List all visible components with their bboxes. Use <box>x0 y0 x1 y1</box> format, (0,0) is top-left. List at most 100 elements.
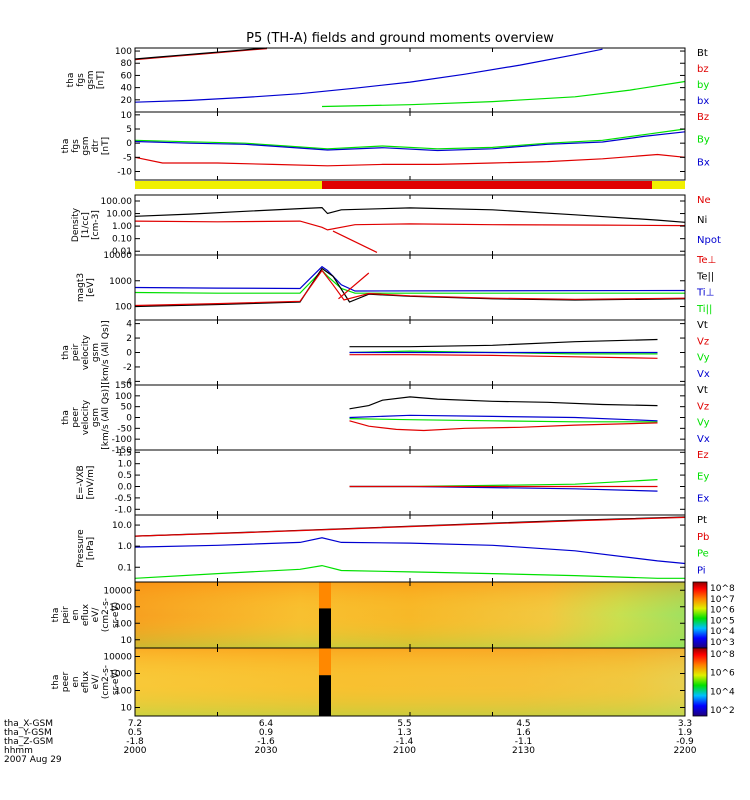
y-tick-label: 20 <box>121 96 133 106</box>
y-axis-label: Density <box>71 207 81 242</box>
y-axis-label: [nT] <box>101 137 111 155</box>
y-axis-label: [1/cc] <box>81 212 91 238</box>
y-tick-label: -150 <box>112 446 133 456</box>
panel-frame <box>134 47 686 113</box>
y-axis-label: en <box>71 676 81 687</box>
x-axis-value: -1.6 <box>257 737 275 747</box>
y-tick-label: -50 <box>117 424 132 434</box>
y-axis-label: [cm-3] <box>91 210 101 240</box>
y-tick-label: 1000 <box>109 277 132 287</box>
x-axis-value: 0.5 <box>128 728 142 738</box>
y-tick-label: 100.00 <box>101 197 133 207</box>
y-tick-label: 100 <box>115 687 132 697</box>
legend-entry: Pb <box>697 532 709 543</box>
y-tick-label: 100 <box>115 392 132 402</box>
y-tick-label: 1.0 <box>118 542 133 552</box>
panel-5: Vt Vz Vy Vx 4 2 0 -2 -4 tha peir velocity gsm [km/s (… <box>61 319 710 387</box>
legend-entry: Ey <box>697 472 709 483</box>
legend-entry: Vz <box>697 401 709 412</box>
legend-entry: Ti|| <box>696 304 712 315</box>
y-tick-label: -10 <box>117 168 132 178</box>
legend-entry: Npot <box>697 235 721 246</box>
legend-entry: Te⊥ <box>696 255 716 266</box>
y-axis-label: [nPa] <box>86 537 96 560</box>
y-axis-label: Pressure <box>76 529 86 568</box>
y-axis-label: tha <box>51 608 61 623</box>
series-line-1 <box>349 479 658 488</box>
legend-entry: by <box>697 80 709 91</box>
y-tick-label: 10 <box>121 704 133 714</box>
series-line-3 <box>134 153 686 167</box>
legend-entry: Vz <box>697 336 709 347</box>
legend-entry: Vy <box>697 353 710 364</box>
y-tick-label: 10000 <box>103 251 132 261</box>
legend-entry: Ex <box>697 493 709 504</box>
legend-entry: Ez <box>697 450 709 461</box>
y-tick-label: 50 <box>121 403 133 413</box>
panel-9: 10^810^710^610^510^410^3 10000 1000 100 10 th… <box>51 581 735 649</box>
y-tick-label: 10 <box>121 636 133 646</box>
colorbar-label: 10^6 <box>710 669 735 679</box>
y-axis-label: en <box>71 609 81 620</box>
colorbar-label: 10^4 <box>710 627 735 637</box>
x-axis-value: -1.1 <box>515 737 533 747</box>
colorbar-label: 10^8 <box>710 650 735 660</box>
legend-entry: Pi <box>697 565 706 576</box>
y-axis-label: velocity <box>81 399 91 435</box>
series-line-1 <box>349 338 658 348</box>
y-axis-label: [km/s (All Qs)] <box>101 385 111 449</box>
legend-entry: bx <box>697 96 709 107</box>
series-line-2 <box>134 131 686 152</box>
x-axis-value: 6.4 <box>259 719 274 729</box>
spectrogram-gap <box>319 608 331 648</box>
y-tick-label: 100 <box>115 303 132 313</box>
chart-title: P5 (TH-A) fields and ground moments over… <box>246 31 554 46</box>
y-tick-label: 10000 <box>103 586 132 596</box>
x-axis-value: 4.5 <box>516 719 530 729</box>
y-tick-label: 1.5 <box>118 448 132 458</box>
legend-entry: Vx <box>697 369 710 380</box>
y-axis-label: velocity <box>81 334 91 370</box>
x-axis-value: -1.8 <box>126 737 144 747</box>
series-line-1 <box>134 206 686 223</box>
colorbar-label: 10^6 <box>710 606 735 616</box>
y-tick-label: 10.00 <box>106 210 132 220</box>
y-tick-label: 10 <box>121 111 133 121</box>
y-axis-label: eV/ <box>91 607 101 623</box>
x-axis-value: 1.9 <box>678 728 693 738</box>
legend-entry: bz <box>697 64 709 75</box>
x-axis-value: 2100 <box>393 746 416 756</box>
legend-entry: Bx <box>697 157 710 168</box>
y-tick-label: 1000 <box>109 603 132 613</box>
colorbar-label: 10^8 <box>710 584 735 594</box>
y-tick-label: -0.5 <box>114 494 132 504</box>
y-tick-label: 0.5 <box>118 471 132 481</box>
series-line-4 <box>349 354 658 359</box>
spectrogram-gap-top <box>319 648 331 676</box>
colorbar-label: 10^2 <box>710 706 735 716</box>
y-axis-label: (cm2-s- <box>101 598 111 632</box>
x-axis-value: 7.2 <box>128 719 142 729</box>
x-axis-value: -0.9 <box>676 737 694 747</box>
x-axis-value: -1.4 <box>396 737 414 747</box>
x-axis-value: 3.3 <box>678 719 692 729</box>
series-line-2 <box>134 516 686 537</box>
legend-entry: By <box>697 135 710 146</box>
spectrogram-gradient <box>135 582 685 648</box>
y-axis-label: eflux <box>81 603 91 626</box>
panel-frame <box>134 384 686 451</box>
x-axis-value: 0.9 <box>259 728 274 738</box>
x-axis-value: 2130 <box>512 746 535 756</box>
y-tick-label: 0 <box>126 414 132 424</box>
y-axis-label: tha <box>61 345 71 360</box>
series-line-2 <box>134 269 685 294</box>
y-axis-label: tha <box>61 410 71 425</box>
colorbar-label: 10^7 <box>710 595 735 605</box>
y-axis-label: [km/s (All Qs)] <box>101 320 111 384</box>
state-bar-segment-1 <box>135 181 322 189</box>
series-line-3 <box>134 537 686 565</box>
legend-entry: Vy <box>697 418 710 429</box>
y-tick-label: 0 <box>126 349 132 359</box>
y-axis-label: peer <box>71 407 81 428</box>
